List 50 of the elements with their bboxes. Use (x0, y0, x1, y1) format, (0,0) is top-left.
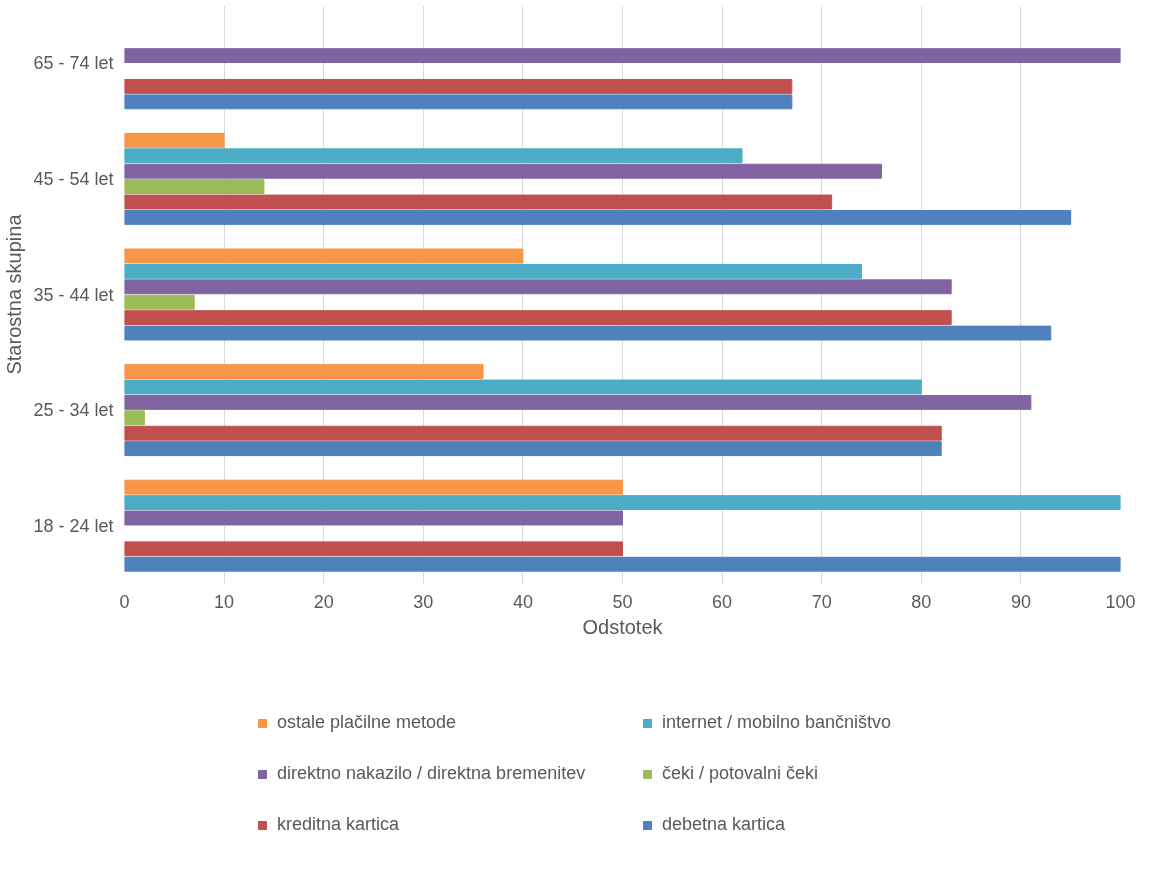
bar (124, 325, 1052, 341)
bar (124, 263, 863, 279)
legend-label: debetna kartica (662, 814, 787, 835)
bar (124, 479, 623, 495)
legend-label: internet / mobilno bančništvo (662, 712, 893, 733)
y-tick-label: 35 - 44 let (33, 284, 114, 305)
x-tick-label: 60 (712, 591, 733, 612)
x-tick-label: 50 (612, 591, 633, 612)
bar (124, 148, 743, 164)
bar (124, 495, 1121, 511)
y-tick-label: 65 - 74 let (33, 53, 114, 74)
bar (124, 48, 1121, 64)
bar (124, 194, 833, 210)
bar (124, 210, 1072, 225)
bar (124, 78, 793, 94)
bar (124, 379, 922, 395)
bar (124, 510, 623, 526)
legend-label: čeki / potovalni čeki (662, 763, 820, 784)
bar (124, 541, 623, 557)
x-tick-label: 20 (313, 591, 334, 612)
bar (124, 441, 942, 457)
x-tick-label: 40 (512, 591, 533, 612)
x-tick-label: 90 (1010, 591, 1031, 612)
bar (124, 556, 1121, 572)
bar (124, 310, 952, 326)
legend-label: ostale plačilne metode (277, 712, 458, 733)
bar (124, 294, 195, 310)
bar (124, 179, 265, 195)
y-tick-label: 18 - 24 let (33, 515, 114, 536)
bar (124, 410, 145, 426)
y-tick-label: 25 - 34 let (33, 400, 114, 421)
bar (124, 132, 225, 148)
bar (124, 163, 882, 179)
bar (124, 94, 793, 110)
y-axis-title: Starostna skupina (3, 213, 26, 375)
y-tick-label: 45 - 54 let (33, 168, 114, 189)
x-tick-label: 100 (1105, 591, 1136, 612)
legend-label: direktno nakazilo / direktna bremenitev (277, 763, 587, 784)
bar (124, 248, 524, 264)
bar (124, 394, 1032, 410)
x-axis-title: Odstotek (582, 615, 664, 638)
x-tick-label: 0 (119, 591, 130, 612)
bar (124, 279, 952, 295)
x-tick-label: 10 (214, 591, 235, 612)
x-tick-label: 70 (811, 591, 832, 612)
bar (124, 364, 484, 379)
legend-label: kreditna kartica (277, 814, 401, 835)
x-tick-label: 80 (911, 591, 932, 612)
bar (124, 425, 942, 441)
x-tick-label: 30 (413, 591, 434, 612)
